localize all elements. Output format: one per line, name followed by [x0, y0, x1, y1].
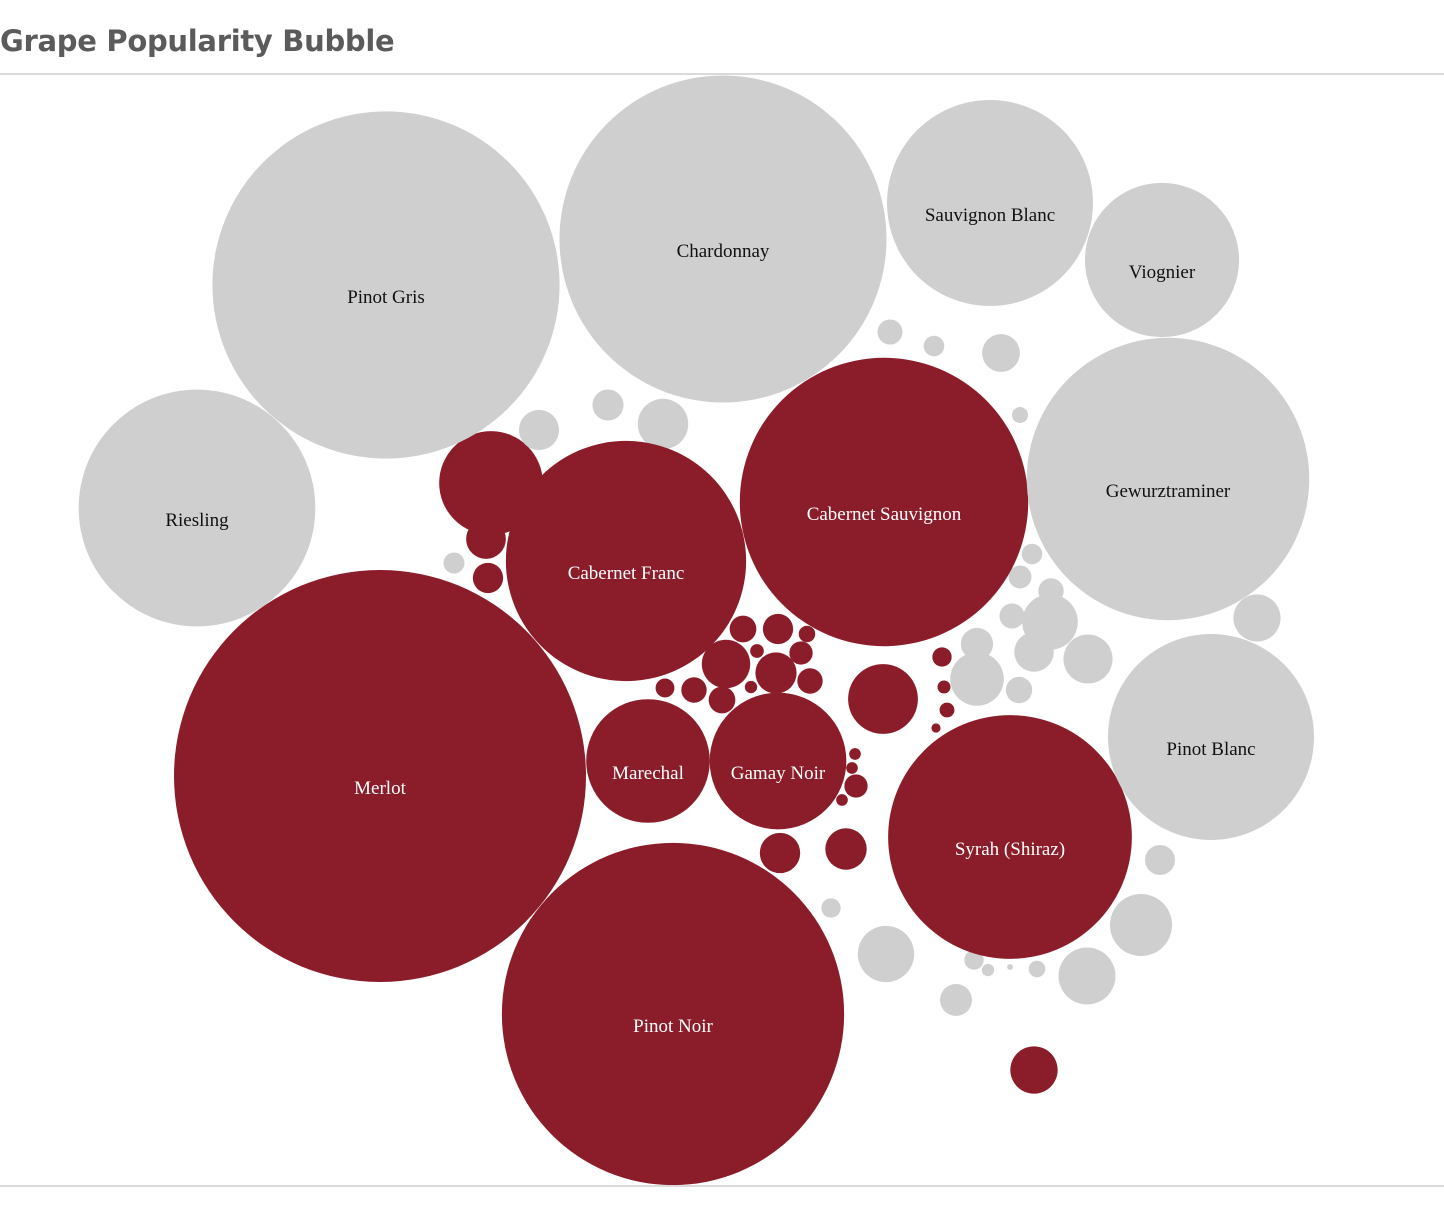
bubble-white-minor-35: [821, 898, 841, 918]
bubble-red-minor-25: [836, 794, 848, 806]
bubble-red-minor-26: [844, 774, 868, 798]
bubble-pinot-blanc: [1108, 634, 1314, 840]
bubble-label-marechal: Marechal: [612, 763, 684, 784]
bubble-red-minor-6: [466, 519, 506, 559]
bubble-red-minor-10: [701, 639, 751, 689]
bubble-white-minor-44: [999, 603, 1025, 629]
bubble-red-minor-5: [472, 562, 504, 594]
bubble-white-minor-53: [1028, 960, 1046, 978]
bubble-label-pinot-noir: Pinot Noir: [633, 1016, 713, 1037]
bubble-cabernet-franc: [505, 440, 747, 682]
bubble-red-minor-23: [849, 748, 861, 760]
bubble-red-minor-9: [708, 686, 736, 714]
bubble-red-minor-3: [759, 832, 801, 874]
chart-title: Grape Popularity Bubble: [0, 24, 395, 58]
bubble-white-minor-42: [1008, 565, 1032, 589]
bubble-red-minor-7: [655, 678, 675, 698]
bubble-cabernet-sauvignon: [739, 357, 1029, 647]
bubble-gamay-noir: [709, 692, 847, 830]
bubble-white-minor-33: [1058, 947, 1116, 1005]
bubble-white-minor-56: [964, 950, 984, 970]
bubble-red-minor-22: [931, 723, 941, 733]
bubble-white-minor-36: [1145, 845, 1175, 875]
bubble-white-minor-28: [518, 409, 560, 451]
bubble-gewurztraminer: [1026, 337, 1310, 621]
bubble-label-pinot-blanc: Pinot Blanc: [1166, 739, 1255, 760]
bubble-red-minor-21: [937, 680, 951, 694]
bubble-white-minor-52: [1233, 594, 1281, 642]
bubble-pinot-gris: [212, 111, 560, 459]
bubble-label-cabernet-sauvignon: Cabernet Sauvignon: [807, 504, 962, 525]
bubble-white-minor-46: [960, 627, 994, 661]
bubble-red-minor-12: [762, 613, 794, 645]
bubble-white-minor-41: [1021, 543, 1043, 565]
bottom-divider: [0, 1185, 1444, 1187]
bubble-red-minor-1: [848, 664, 918, 734]
bubble-red-minor-27: [1010, 1046, 1058, 1094]
bubble-white-minor-38: [877, 319, 903, 345]
bubble-white-minor-29: [592, 389, 624, 421]
bubble-syrah-shiraz: [888, 715, 1132, 959]
bubble-label-syrah-shiraz: Syrah (Shiraz): [955, 839, 1065, 860]
bubble-label-pinot-gris: Pinot Gris: [347, 287, 425, 308]
bubble-red-minor-18: [798, 625, 816, 643]
bubble-white-minor-39: [982, 334, 1020, 372]
bubble-red-minor-11: [755, 652, 797, 694]
bubble-red-minor-4: [439, 431, 543, 535]
bubble-label-sauvignon-blanc: Sauvignon Blanc: [925, 205, 1055, 226]
label-layer: Merlot Pinot Gris Pinot Noir Chardonnay Cabe…: [165, 205, 1255, 1037]
bubble-viognier: [1084, 182, 1240, 338]
bubble-riesling: [78, 389, 316, 627]
bubble-label-cabernet-franc: Cabernet Franc: [568, 563, 685, 584]
bubble-label-viognier: Viognier: [1129, 262, 1196, 283]
bubble-white-minor-50: [1005, 676, 1033, 704]
bubble-red-minor-17: [797, 668, 823, 694]
bubble-red-minor-2: [825, 828, 867, 870]
bubble-white-minor-48: [1063, 634, 1113, 684]
bubble-white-minor-51: [1109, 893, 1173, 957]
title-divider: [0, 73, 1444, 75]
bubble-red-minor-20: [939, 702, 955, 718]
bubble-merlot: [174, 570, 586, 982]
bubble-white-minor-30: [637, 398, 689, 450]
bubble-red-minor-15: [744, 680, 758, 694]
bubble-red-minor-24: [846, 762, 858, 774]
bubble-white-minor-47: [1014, 632, 1054, 672]
bubble-pinot-noir: [501, 842, 845, 1186]
bubble-red-minor-19: [932, 647, 952, 667]
bubble-sauvignon-blanc: [887, 100, 1093, 306]
bubble-red-minor-14: [750, 644, 764, 658]
bubble-red-minor-16: [789, 641, 813, 665]
bubble-white-minor-37: [923, 335, 945, 357]
bubble-red-minor-13: [729, 615, 757, 643]
bubble-marechal: [586, 699, 710, 823]
bubble-white-minor-32: [857, 925, 915, 983]
bubble-white-minor-54: [981, 963, 995, 977]
bubble-white-minor-34: [940, 984, 972, 1016]
bubble-label-gamay-noir: Gamay Noir: [731, 763, 826, 784]
bubble-label-merlot: Merlot: [354, 778, 406, 799]
bubble-white-minor-40: [1012, 407, 1028, 423]
bubble-red-minor-8: [681, 677, 707, 703]
bubble-chardonnay: [559, 75, 887, 403]
bubble-white-minor-49: [950, 652, 1004, 706]
bubble-layer: [78, 75, 1314, 1186]
bubble-label-riesling: Riesling: [165, 510, 229, 531]
bubble-label-chardonnay: Chardonnay: [677, 241, 770, 262]
bubble-white-minor-31: [443, 552, 465, 574]
bubble-white-minor-55: [1007, 964, 1013, 970]
bubble-label-gewurztraminer: Gewurztraminer: [1106, 481, 1231, 502]
